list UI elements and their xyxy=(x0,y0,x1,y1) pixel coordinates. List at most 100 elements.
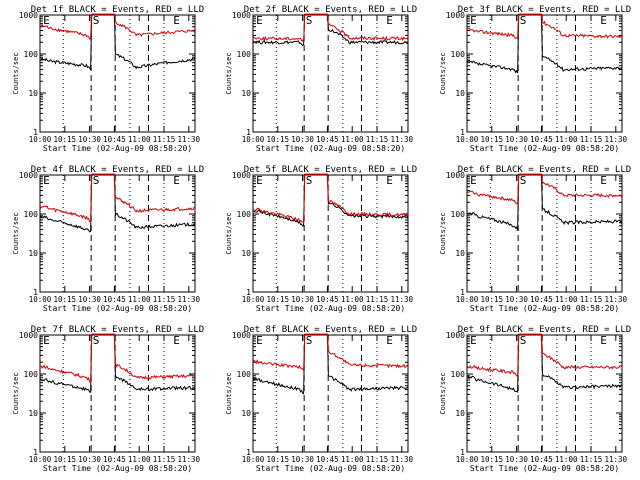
y-tick-label: 100 xyxy=(237,210,252,219)
x-tick-label: 11:30 xyxy=(391,455,414,464)
y-tick-label: 10 xyxy=(28,409,38,418)
events-series-line xyxy=(39,13,196,72)
plot-frame xyxy=(466,334,623,453)
event-marker-label: S xyxy=(520,14,527,27)
x-tick-label: 11:30 xyxy=(391,295,414,304)
panel-title: Det 7f BLACK = Events, RED = LLD xyxy=(31,325,204,335)
event-marker-label: S xyxy=(520,334,527,347)
panel-title: Det 6f BLACK = Events, RED = LLD xyxy=(458,165,631,175)
x-tick-label: 10:00 xyxy=(242,295,265,304)
event-marker-label: E xyxy=(256,174,263,187)
y-tick-label: 10 xyxy=(28,89,38,98)
y-tick-label: 1 xyxy=(460,448,465,457)
x-tick-label: 10:15 xyxy=(54,455,77,464)
x-tick-label: 11:15 xyxy=(580,135,603,144)
event-marker-label: E xyxy=(173,334,180,347)
x-tick-label: 11:00 xyxy=(128,455,151,464)
y-tick-label: 10 xyxy=(241,409,251,418)
lld-series-line xyxy=(39,13,196,40)
x-tick-label: 11:15 xyxy=(580,455,603,464)
x-tick-label: 10:00 xyxy=(242,455,265,464)
y-tick-label: 10 xyxy=(455,409,465,418)
x-axis-label: Start Time (02-Aug-09 08:58:20) xyxy=(256,304,405,313)
y-tick-label: 100 xyxy=(237,370,252,379)
panel-det-4: Det 4f BLACK = Events, RED = LLD 1 10 100 10… xyxy=(12,165,204,313)
y-tick-label: 10 xyxy=(241,249,251,258)
plot-frame xyxy=(39,174,196,293)
y-tick-label: 1000 xyxy=(19,11,38,20)
y-tick-label: 100 xyxy=(24,370,39,379)
panel-det-5: Det 5f BLACK = Events, RED = LLD 1 10 100 10… xyxy=(225,165,417,313)
event-marker-label: S xyxy=(306,174,313,187)
events-series-line xyxy=(252,13,409,47)
events-series-line xyxy=(39,333,196,393)
y-tick-label: 1 xyxy=(246,448,251,457)
event-marker-label: E xyxy=(470,14,477,27)
x-tick-label: 11:15 xyxy=(153,135,176,144)
x-tick-label: 10:30 xyxy=(78,135,101,144)
lld-series-line xyxy=(252,333,409,372)
x-tick-label: 10:30 xyxy=(78,295,101,304)
x-tick-label: 11:00 xyxy=(341,455,364,464)
y-tick-label: 10 xyxy=(241,89,251,98)
event-marker-label: E xyxy=(173,14,180,27)
y-tick-label: 1 xyxy=(460,128,465,137)
x-tick-label: 10:00 xyxy=(29,295,52,304)
events-series-line xyxy=(39,173,196,233)
x-tick-label: 11:15 xyxy=(153,455,176,464)
x-tick-label: 10:30 xyxy=(505,135,528,144)
x-axis-label: Start Time (02-Aug-09 08:58:20) xyxy=(470,464,619,473)
panel-title: Det 9f BLACK = Events, RED = LLD xyxy=(458,325,631,335)
y-tick-label: 1000 xyxy=(19,171,38,180)
y-tick-label: 1 xyxy=(33,128,38,137)
event-marker-label: E xyxy=(600,334,607,347)
x-tick-label: 11:30 xyxy=(391,135,414,144)
y-tick-label: 100 xyxy=(237,50,252,59)
event-marker-label: E xyxy=(386,14,393,27)
x-tick-label: 11:30 xyxy=(178,135,201,144)
y-axis-label: Counts/sec xyxy=(12,212,20,254)
x-tick-label: 11:30 xyxy=(605,455,628,464)
y-axis-label: Counts/sec xyxy=(439,372,447,414)
y-tick-label: 1000 xyxy=(446,331,465,340)
panel-det-2: Det 2f BLACK = Events, RED = LLD 1 10 100 10… xyxy=(225,5,417,153)
x-axis-label: Start Time (02-Aug-09 08:58:20) xyxy=(256,144,405,153)
x-tick-label: 10:45 xyxy=(316,135,339,144)
x-tick-label: 11:15 xyxy=(366,135,389,144)
y-axis-label: Counts/sec xyxy=(225,212,233,254)
event-marker-label: E xyxy=(386,334,393,347)
x-tick-label: 11:15 xyxy=(366,295,389,304)
event-marker-label: E xyxy=(256,334,263,347)
panel-det-9: Det 9f BLACK = Events, RED = LLD 1 10 100 10… xyxy=(439,325,631,473)
event-marker-label: E xyxy=(173,174,180,187)
x-tick-label: 10:45 xyxy=(530,455,553,464)
x-tick-label: 10:15 xyxy=(267,135,290,144)
event-marker-label: E xyxy=(43,14,50,27)
x-tick-label: 10:15 xyxy=(267,455,290,464)
y-axis-label: Counts/sec xyxy=(225,52,233,94)
x-tick-label: 11:00 xyxy=(128,135,151,144)
x-tick-label: 10:30 xyxy=(505,295,528,304)
y-tick-label: 1000 xyxy=(19,331,38,340)
y-tick-label: 1000 xyxy=(232,11,251,20)
y-tick-label: 1 xyxy=(246,288,251,297)
y-tick-label: 1 xyxy=(460,288,465,297)
y-tick-label: 100 xyxy=(451,370,466,379)
x-axis-label: Start Time (02-Aug-09 08:58:20) xyxy=(43,304,192,313)
plot-frame xyxy=(39,14,196,133)
event-marker-label: S xyxy=(93,174,100,187)
x-tick-label: 11:00 xyxy=(341,135,364,144)
event-marker-label: E xyxy=(470,174,477,187)
plot-frame xyxy=(252,334,409,453)
plot-frame xyxy=(252,14,409,133)
x-tick-label: 11:00 xyxy=(555,295,578,304)
y-axis-label: Counts/sec xyxy=(12,52,20,94)
y-tick-label: 100 xyxy=(24,50,39,59)
x-tick-label: 11:00 xyxy=(128,295,151,304)
x-axis-label: Start Time (02-Aug-09 08:58:20) xyxy=(470,144,619,153)
x-tick-label: 11:30 xyxy=(605,295,628,304)
panel-title: Det 1f BLACK = Events, RED = LLD xyxy=(31,5,204,15)
x-tick-label: 11:00 xyxy=(555,135,578,144)
x-tick-label: 10:15 xyxy=(54,135,77,144)
x-tick-label: 11:00 xyxy=(555,455,578,464)
